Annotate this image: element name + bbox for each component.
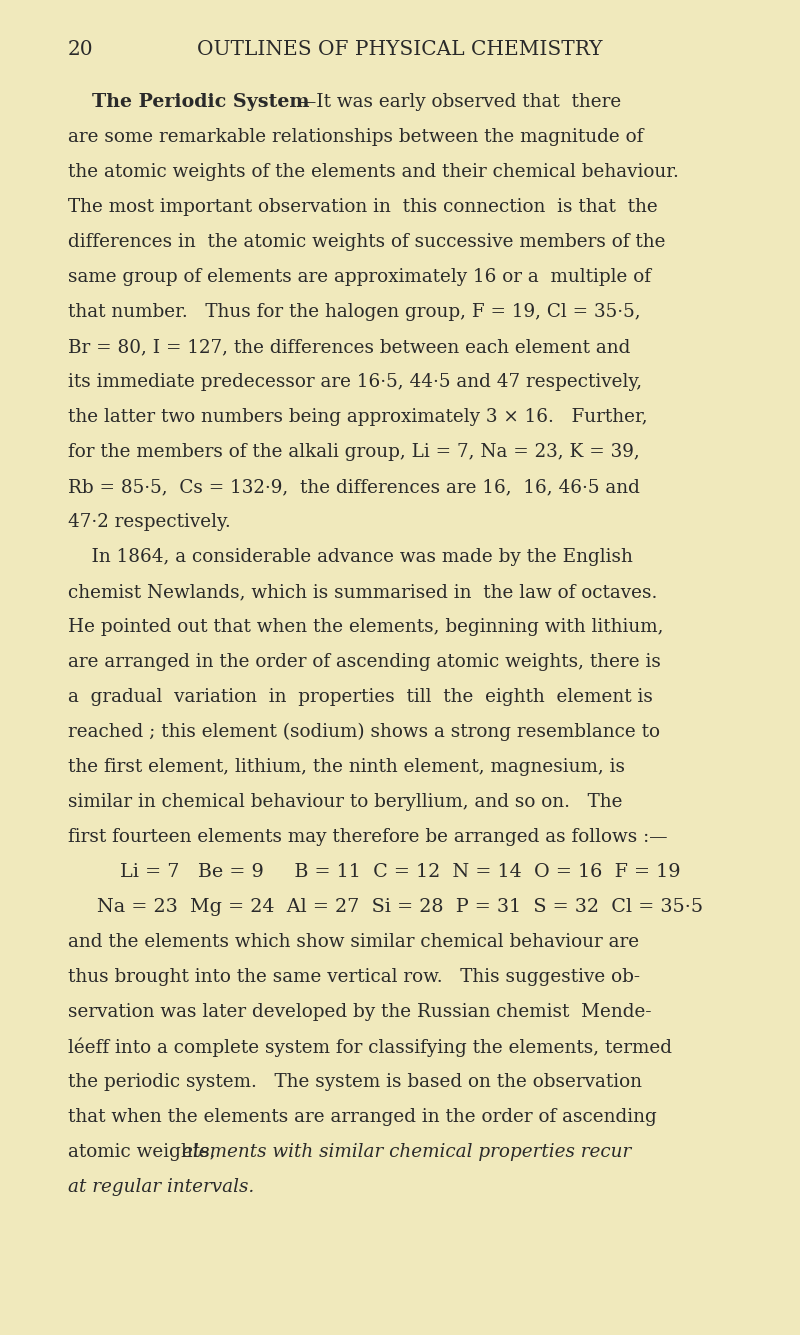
Text: and the elements which show similar chemical behaviour are: and the elements which show similar chem… (68, 933, 639, 951)
Text: 47·2 respectively.: 47·2 respectively. (68, 513, 230, 531)
Text: are some remarkable relationships between the magnitude of: are some remarkable relationships betwee… (68, 128, 643, 147)
Text: Na = 23  Mg = 24  Al = 27  Si = 28  P = 31  S = 32  Cl = 35·5: Na = 23 Mg = 24 Al = 27 Si = 28 P = 31 S… (97, 898, 703, 916)
Text: In 1864, a considerable advance was made by the English: In 1864, a considerable advance was made… (68, 549, 633, 566)
Text: differences in  the atomic weights of successive members of the: differences in the atomic weights of suc… (68, 234, 666, 251)
Text: for the members of the alkali group, Li = 7, Na = 23, K = 39,: for the members of the alkali group, Li … (68, 443, 640, 461)
Text: The most important observation in  this connection  is that  the: The most important observation in this c… (68, 199, 658, 216)
Text: chemist Newlands, which is summarised in  the law of octaves.: chemist Newlands, which is summarised in… (68, 583, 658, 601)
Text: same group of elements are approximately 16 or a  multiple of: same group of elements are approximately… (68, 268, 651, 286)
Text: the latter two numbers being approximately 3 × 16.   Further,: the latter two numbers being approximate… (68, 409, 648, 426)
Text: He pointed out that when the elements, beginning with lithium,: He pointed out that when the elements, b… (68, 618, 663, 635)
Text: OUTLINES OF PHYSICAL CHEMISTRY: OUTLINES OF PHYSICAL CHEMISTRY (198, 40, 602, 59)
Text: reached ; this element (sodium) shows a strong resemblance to: reached ; this element (sodium) shows a … (68, 724, 660, 741)
Text: atomic weights,: atomic weights, (68, 1143, 222, 1160)
Text: The Periodic System: The Periodic System (92, 93, 310, 111)
Text: Li = 7   Be = 9     B = 11  C = 12  N = 14  O = 16  F = 19: Li = 7 Be = 9 B = 11 C = 12 N = 14 O = 1… (120, 862, 680, 881)
Text: léeff into a complete system for classifying the elements, termed: léeff into a complete system for classif… (68, 1037, 672, 1057)
Text: that when the elements are arranged in the order of ascending: that when the elements are arranged in t… (68, 1108, 657, 1125)
Text: the first element, lithium, the ninth element, magnesium, is: the first element, lithium, the ninth el… (68, 758, 625, 776)
Text: a  gradual  variation  in  properties  till  the  eighth  element is: a gradual variation in properties till t… (68, 688, 653, 706)
Text: 20: 20 (68, 40, 94, 59)
Text: that number.   Thus for the halogen group, F = 19, Cl = 35·5,: that number. Thus for the halogen group,… (68, 303, 641, 322)
Text: Br = 80, I = 127, the differences between each element and: Br = 80, I = 127, the differences betwee… (68, 338, 630, 356)
Text: its immediate predecessor are 16·5, 44·5 and 47 respectively,: its immediate predecessor are 16·5, 44·5… (68, 374, 642, 391)
Text: similar in chemical behaviour to beryllium, and so on.   The: similar in chemical behaviour to berylli… (68, 793, 622, 810)
Text: —It was early observed that  there: —It was early observed that there (298, 93, 621, 111)
Text: Rb = 85·5,  Cs = 132·9,  the differences are 16,  16, 46·5 and: Rb = 85·5, Cs = 132·9, the differences a… (68, 478, 640, 497)
Text: are arranged in the order of ascending atomic weights, there is: are arranged in the order of ascending a… (68, 653, 661, 672)
Text: at regular intervals.: at regular intervals. (68, 1177, 254, 1196)
Text: thus brought into the same vertical row.   This suggestive ob-: thus brought into the same vertical row.… (68, 968, 640, 985)
Text: first fourteen elements may therefore be arranged as follows :—: first fourteen elements may therefore be… (68, 828, 667, 846)
Text: elements with similar chemical properties recur: elements with similar chemical propertie… (182, 1143, 632, 1160)
Text: the atomic weights of the elements and their chemical behaviour.: the atomic weights of the elements and t… (68, 163, 679, 182)
Text: the periodic system.   The system is based on the observation: the periodic system. The system is based… (68, 1073, 642, 1091)
Text: servation was later developed by the Russian chemist  Mende-: servation was later developed by the Rus… (68, 1003, 651, 1021)
